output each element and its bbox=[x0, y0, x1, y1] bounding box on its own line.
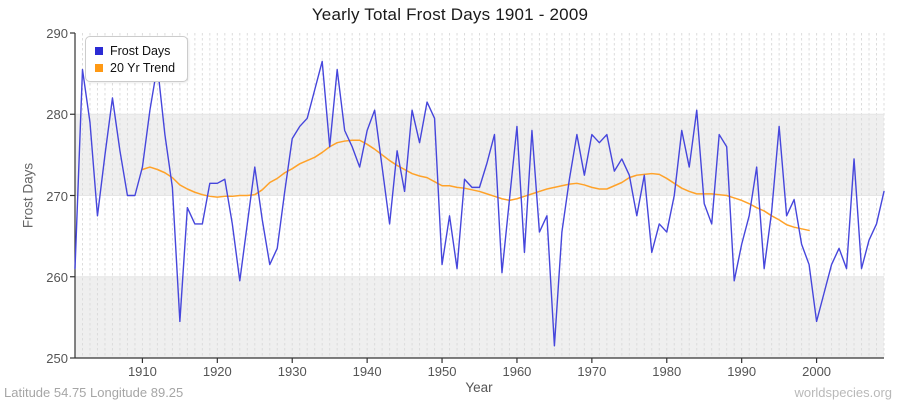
x-tick-label: 1940 bbox=[352, 364, 382, 379]
y-tick-label: 280 bbox=[46, 107, 68, 123]
source-watermark: worldspecies.org bbox=[794, 385, 892, 400]
legend-item-trend: 20 Yr Trend bbox=[95, 59, 175, 76]
x-tick-label: 1980 bbox=[652, 364, 682, 379]
legend-label: Frost Days bbox=[110, 43, 171, 58]
trend-swatch-icon bbox=[95, 63, 103, 72]
y-tick-label: 270 bbox=[46, 188, 68, 204]
chart-legend: Frost Days 20 Yr Trend bbox=[85, 36, 189, 82]
chart-title: Yearly Total Frost Days 1901 - 2009 bbox=[311, 5, 589, 24]
legend-item-frost-days: Frost Days bbox=[95, 42, 175, 59]
legend-label: 20 Yr Trend bbox=[110, 60, 176, 75]
x-tick-label: 1910 bbox=[127, 364, 157, 379]
y-tick-label: 250 bbox=[46, 351, 68, 366]
frost-days-line bbox=[74, 60, 885, 347]
y-tick-label: 260 bbox=[46, 269, 68, 285]
trend-line bbox=[141, 139, 810, 232]
x-axis-label: Year bbox=[465, 380, 493, 395]
x-tick-label: 2000 bbox=[802, 364, 832, 379]
x-tick-label: 1920 bbox=[202, 364, 232, 379]
x-tick-label: 1970 bbox=[577, 364, 607, 379]
y-tick-label: 290 bbox=[46, 26, 68, 41]
x-tick-label: 1960 bbox=[502, 364, 532, 379]
frost-days-swatch-icon bbox=[95, 46, 103, 55]
x-tick-label: 1990 bbox=[727, 364, 757, 379]
coordinates-caption: Latitude 54.75 Longitude 89.25 bbox=[4, 385, 184, 400]
x-tick-label: 1930 bbox=[277, 364, 307, 379]
x-tick-label: 1950 bbox=[427, 364, 457, 379]
